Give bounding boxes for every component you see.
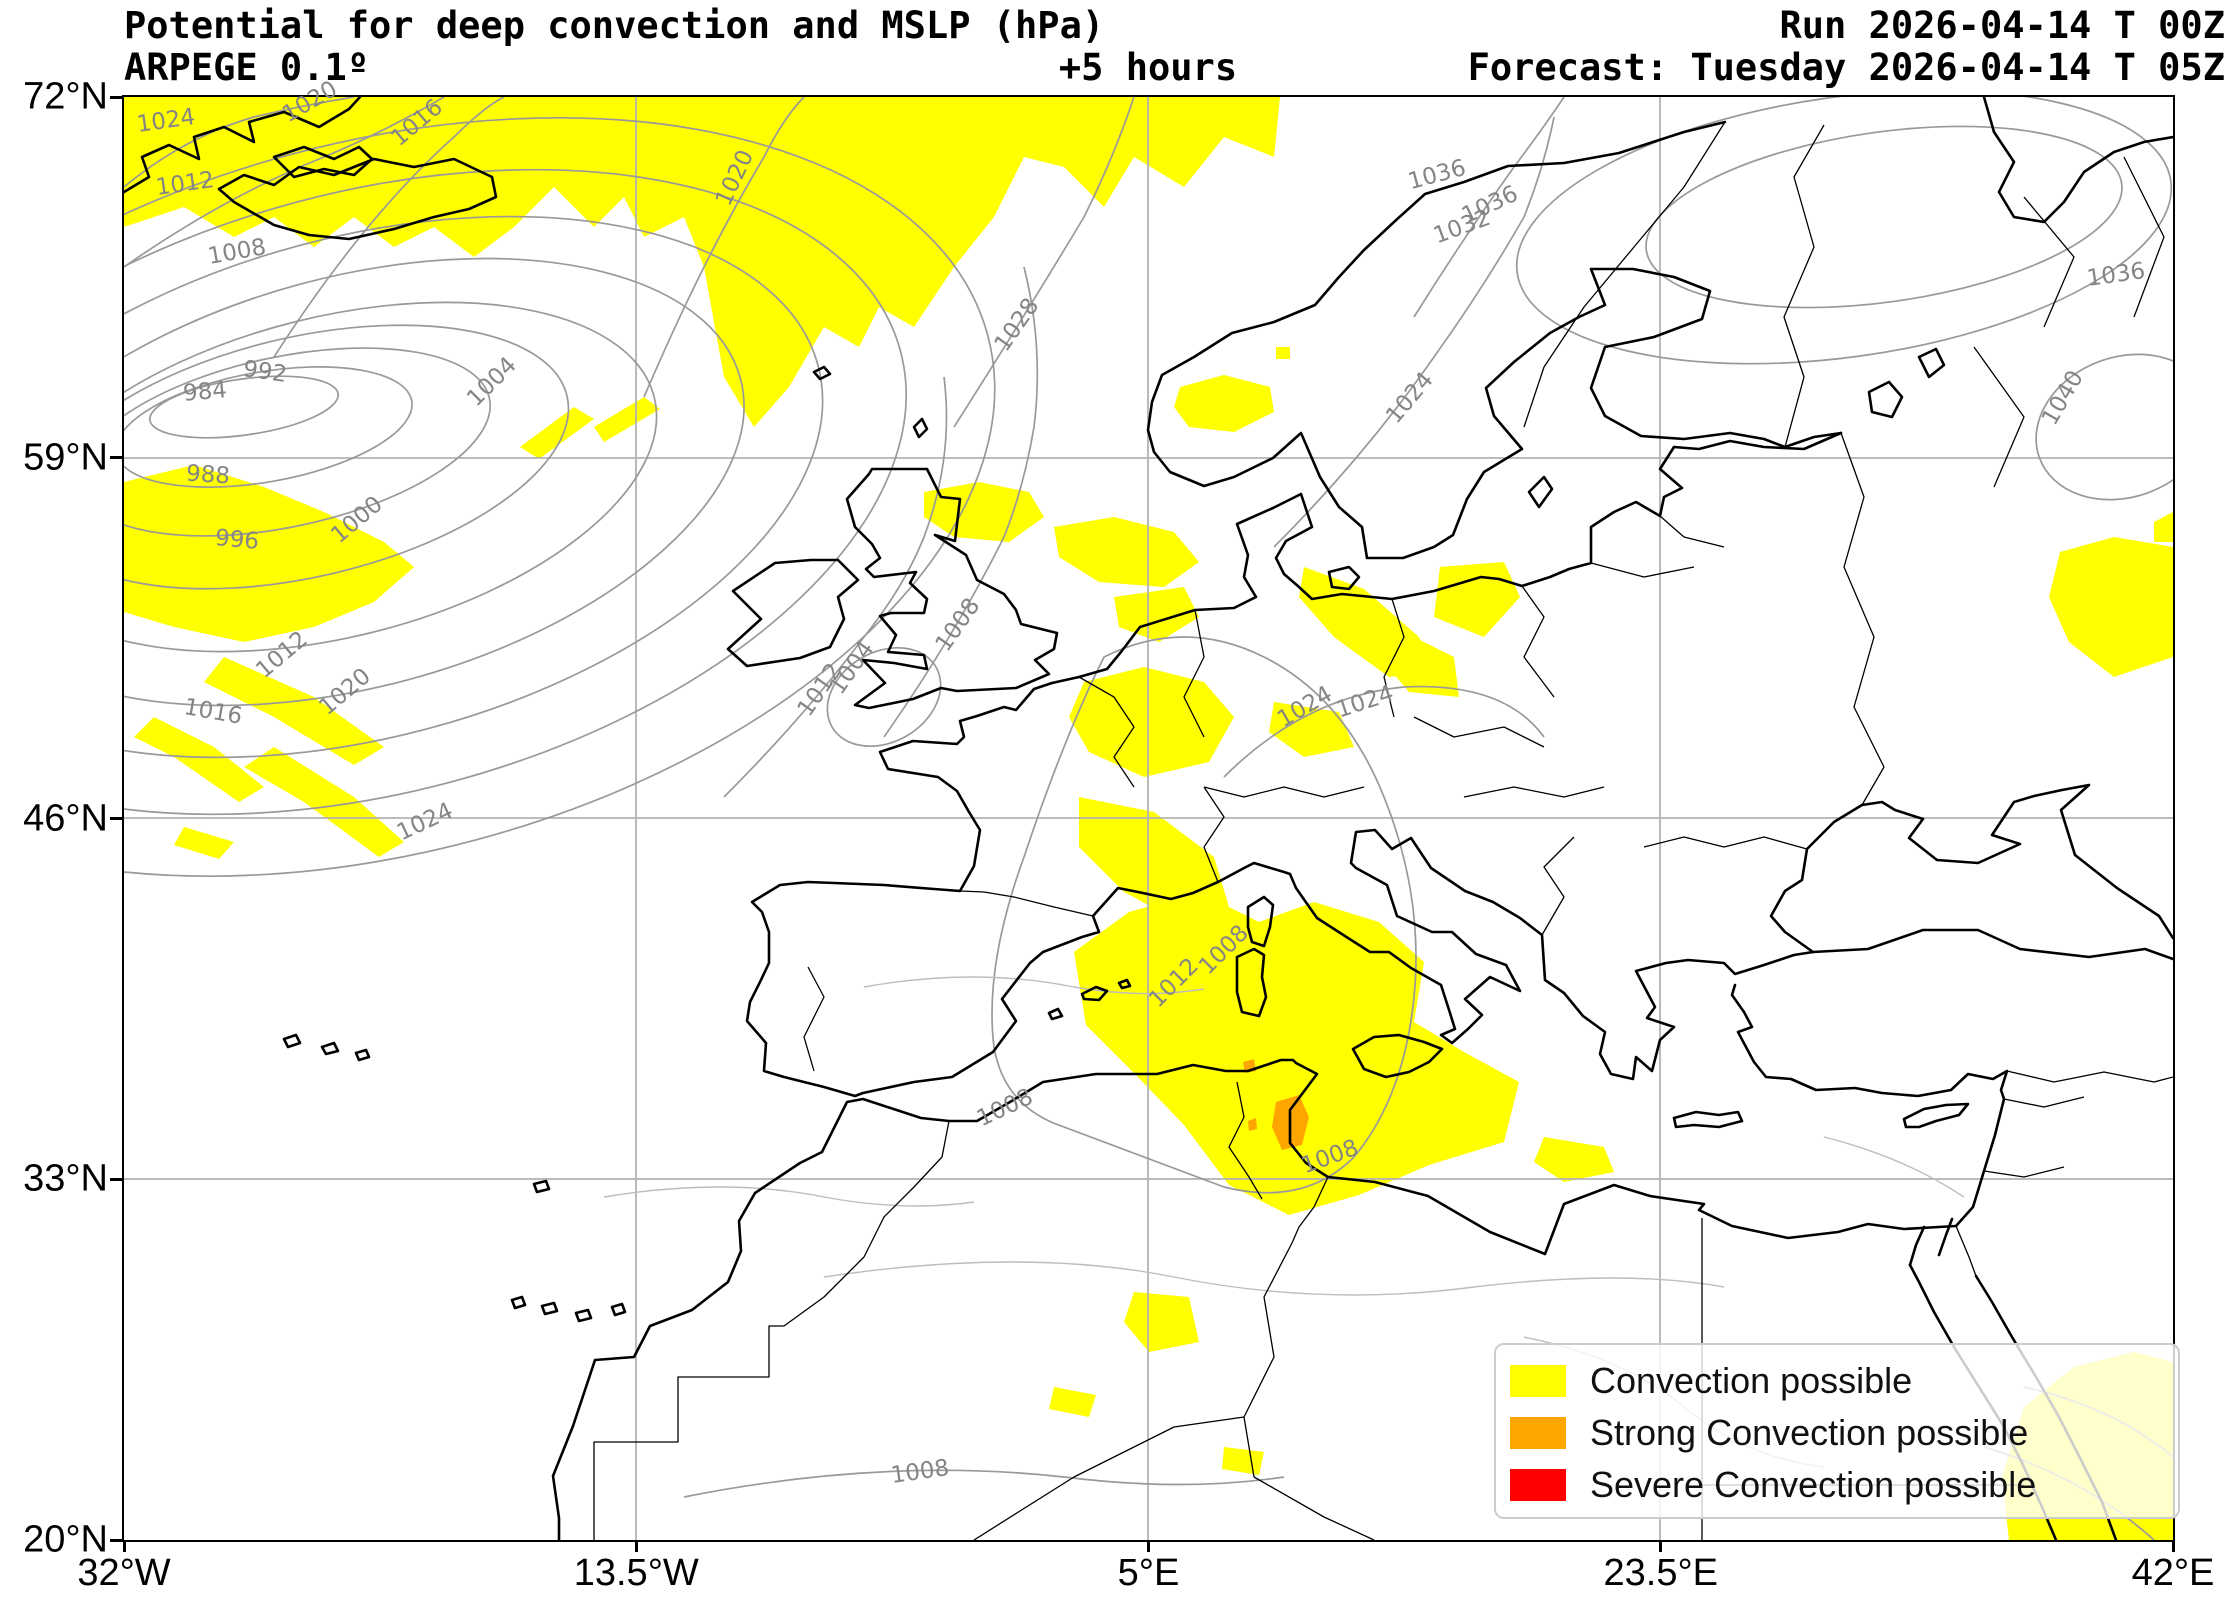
lat-tick-mark (110, 1538, 122, 1542)
isobar-label: 984 (181, 377, 229, 407)
lat-tick-label: 20°N (23, 1518, 108, 1561)
run-time-label: Run 2026-04-14 T 00Z (1779, 4, 2225, 47)
map-legend: Convection possible Strong Convection po… (1494, 1343, 2180, 1519)
lon-tick-label: 5°E (1117, 1552, 1180, 1594)
map-frame (122, 95, 2175, 1542)
lat-tick-mark (110, 456, 122, 460)
lon-tick-label: 42°E (2131, 1552, 2215, 1594)
country-borders (593, 121, 2173, 1540)
legend-swatch (1510, 1469, 1566, 1501)
legend-swatch (1510, 1417, 1566, 1449)
lon-tick-label: 32°W (77, 1552, 171, 1594)
lat-tick-label: 59°N (23, 436, 108, 479)
lat-tick-label: 72°N (23, 75, 108, 118)
lat-tick-mark (110, 1177, 122, 1181)
lon-tick-mark (1147, 1540, 1150, 1552)
graticule (124, 97, 2173, 1540)
lon-tick-label: 13.5°W (573, 1552, 699, 1594)
legend-row: Severe Convection possible (1510, 1459, 2178, 1511)
legend-label: Strong Convection possible (1590, 1412, 2029, 1453)
lat-tick-mark (110, 817, 122, 820)
legend-label: Convection possible (1590, 1360, 1913, 1401)
lon-tick-mark (634, 1540, 638, 1552)
legend-swatch (1510, 1365, 1566, 1397)
lat-tick-label: 33°N (23, 1157, 108, 1200)
lon-tick-mark (2171, 1540, 2175, 1552)
lon-tick-mark (1659, 1540, 1663, 1552)
isobar-label: 996 (213, 525, 261, 555)
lead-time-label: +5 hours (1058, 46, 1238, 89)
model-label: ARPEGE 0.1º (124, 46, 370, 89)
lat-tick-mark (110, 95, 122, 99)
lat-tick-label: 46°N (23, 797, 108, 839)
legend-row: Strong Convection possible (1510, 1407, 2178, 1459)
legend-row: Convection possible (1510, 1355, 2178, 1407)
lon-tick-label: 23.5°E (1603, 1552, 1719, 1594)
lon-tick-mark (122, 1540, 126, 1552)
isobar-label: 988 (185, 460, 231, 490)
map-title: Potential for deep convection and MSLP (… (124, 4, 1105, 47)
legend-label: Severe Convection possible (1590, 1464, 2037, 1505)
forecast-time-label: Forecast: Tuesday 2026-04-14 T 05Z (1467, 46, 2225, 89)
